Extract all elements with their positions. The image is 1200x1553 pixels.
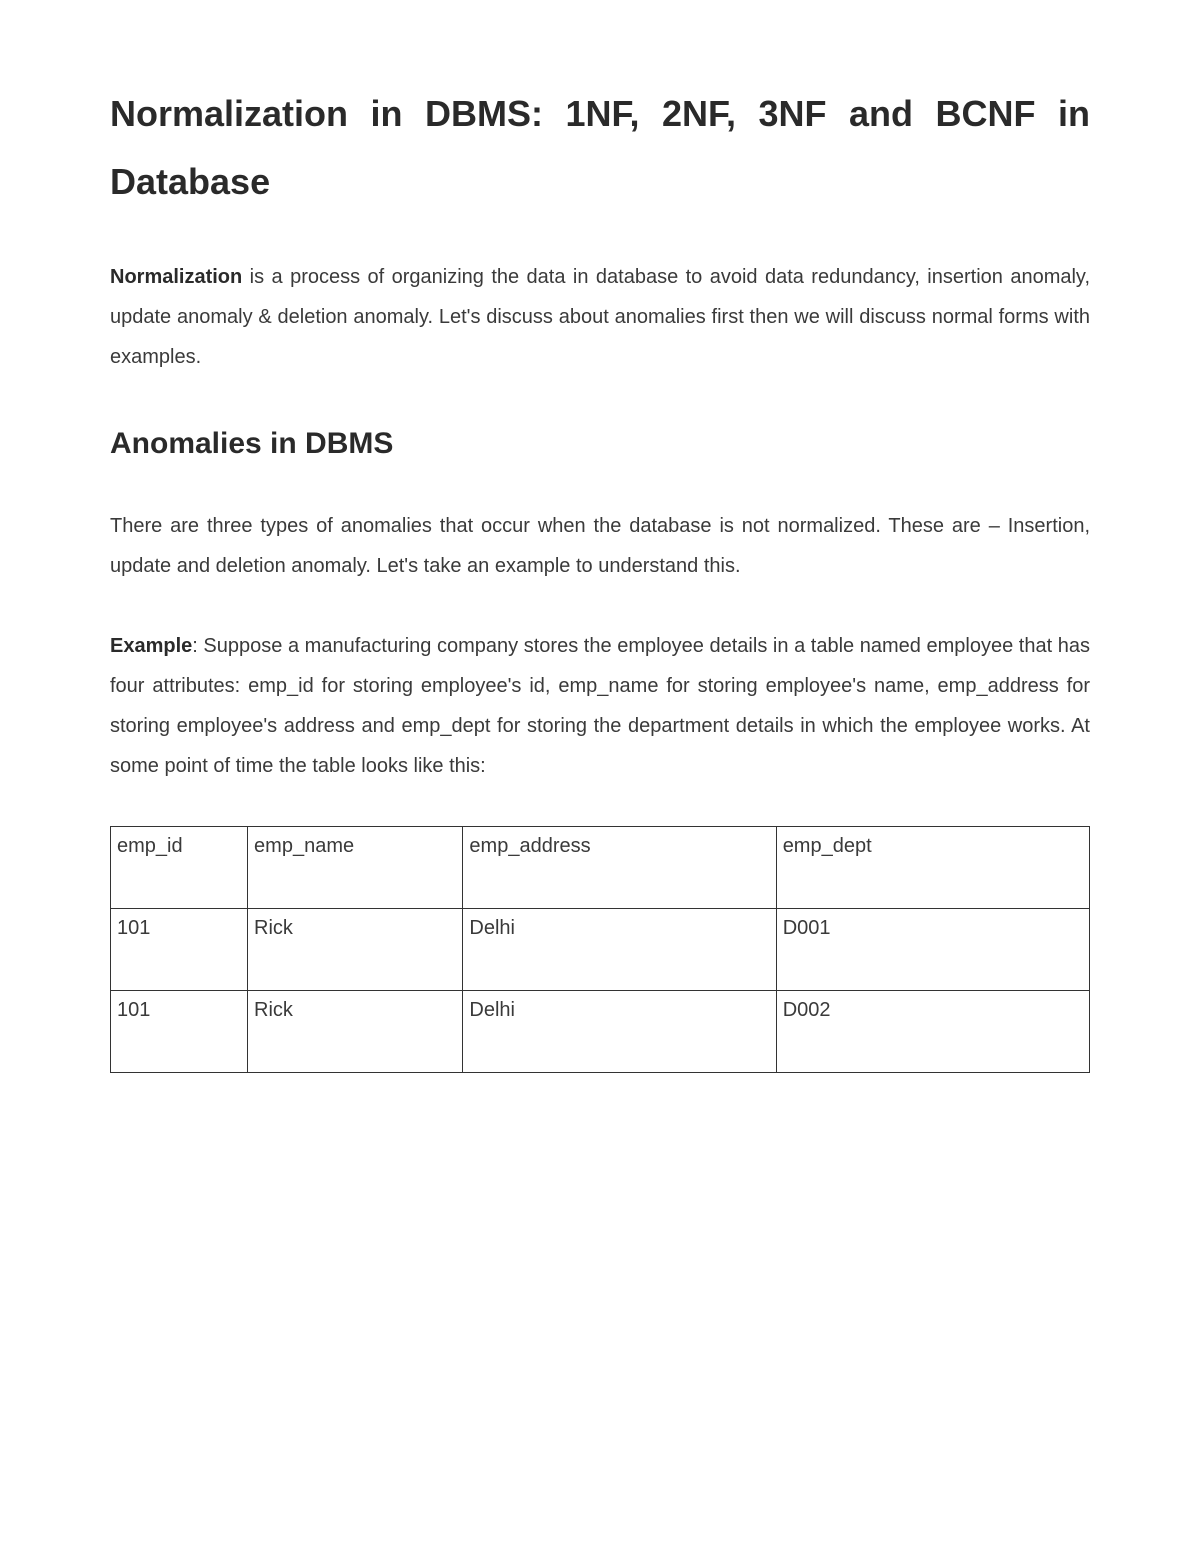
anomalies-paragraph: There are three types of anomalies that … [110, 506, 1090, 586]
table-row: 101 Rick Delhi D001 [111, 908, 1090, 990]
intro-paragraph: Normalization is a process of organizing… [110, 257, 1090, 377]
employee-table: emp_id emp_name emp_address emp_dept 101… [110, 826, 1090, 1073]
table-header-cell: emp_address [463, 826, 776, 908]
table-header-cell: emp_id [111, 826, 248, 908]
example-lead: Example [110, 635, 192, 657]
table-cell: Delhi [463, 908, 776, 990]
example-paragraph: Example: Suppose a manufacturing company… [110, 626, 1090, 786]
table-cell: Rick [248, 908, 463, 990]
table-cell: 101 [111, 908, 248, 990]
intro-lead: Normalization [110, 266, 242, 288]
table-row: 101 Rick Delhi D002 [111, 990, 1090, 1072]
intro-rest: is a process of organizing the data in d… [110, 266, 1090, 368]
table-cell: 101 [111, 990, 248, 1072]
table-cell: D001 [776, 908, 1089, 990]
section-heading-anomalies: Anomalies in DBMS [110, 427, 1090, 461]
example-rest: : Suppose a manufacturing company stores… [110, 635, 1090, 777]
table-header-row: emp_id emp_name emp_address emp_dept [111, 826, 1090, 908]
table-cell: Rick [248, 990, 463, 1072]
table-header-cell: emp_dept [776, 826, 1089, 908]
table-cell: Delhi [463, 990, 776, 1072]
table-header-cell: emp_name [248, 826, 463, 908]
page-title: Normalization in DBMS: 1NF, 2NF, 3NF and… [110, 80, 1090, 217]
table-cell: D002 [776, 990, 1089, 1072]
